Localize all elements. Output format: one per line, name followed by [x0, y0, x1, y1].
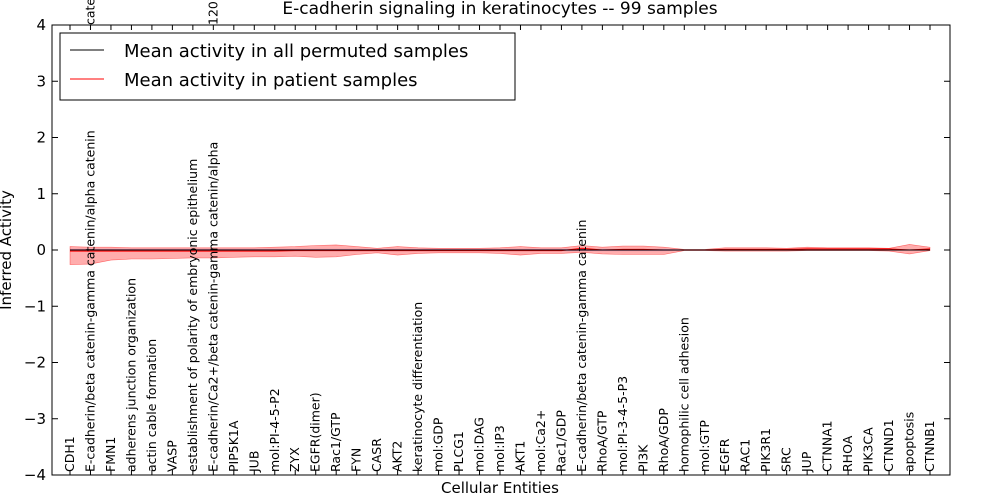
entity-label: PLCG1 [451, 431, 466, 472]
entity-label: RHOA [840, 435, 855, 472]
entity-label: FYN [349, 448, 364, 472]
entity-label: adherens junction organization [123, 278, 138, 472]
entity-label: AKT2 [390, 441, 405, 472]
entity-label: EGFR [717, 438, 732, 472]
entity-label: FMN1 [103, 437, 118, 472]
entity-label: PIP5K1A [226, 420, 241, 472]
entity-label: apoptosis [902, 412, 917, 472]
y-tick-label: 4 [36, 16, 46, 34]
entity-label: E-cadherin/beta catenin-gamma catenin/al… [83, 130, 98, 472]
entity-label: VASP [164, 440, 179, 472]
entity-label: E-cadherin/beta catenin-gamma catenin [574, 220, 589, 472]
entity-label: mol:IP3 [492, 425, 507, 472]
legend: Mean activity in all permuted samples Me… [59, 32, 516, 101]
y-tick-label: 2 [36, 129, 46, 147]
entity-label: JUB [246, 451, 261, 473]
entity-label: Rac1/GTP [328, 412, 343, 472]
entity-label: RAC1 [738, 439, 753, 472]
entity-label: CTNNB1 [922, 420, 937, 472]
y-tick-label: 1 [36, 185, 46, 203]
entity-label: CTNND1 [881, 419, 896, 472]
entity-label: EGFR(dimer) [308, 392, 323, 472]
y-tick-label: 3 [36, 72, 46, 90]
entity-label: PI3K [635, 444, 650, 472]
entity-label: E-cadherin/Ca2+/beta catenin-gamma caten… [205, 142, 220, 472]
y-tick-label: −1 [24, 297, 46, 315]
entity-label: RhoA/GTP [594, 410, 609, 472]
y-axis-title: Inferred Activity [0, 190, 15, 310]
entity-label: mol:DAG [472, 417, 487, 472]
entity-label: mol:PI-4-5-P2 [267, 388, 282, 472]
entity-label: CDH1 [62, 436, 77, 472]
entity-label: homophilic cell adhesion [676, 317, 691, 472]
entity-label: RhoA/GDP [656, 408, 671, 472]
patient-line [70, 247, 931, 252]
y-tick-label: −2 [24, 354, 46, 372]
entity-label: mol:GDP [431, 417, 446, 472]
entity-label: Rac1/GDP [553, 410, 568, 472]
entity-label-overflow: catenin [83, 0, 98, 25]
entity-label: keratinocyte differentiation [410, 302, 425, 472]
legend-permuted-label: Mean activity in all permuted samples [124, 41, 468, 62]
entity-label: ZYX [287, 447, 302, 472]
entity-label: mol:GTP [697, 420, 712, 472]
legend-box [59, 32, 516, 101]
x-axis-title: Cellular Entities [441, 479, 559, 497]
entity-label: SRC [779, 447, 794, 472]
entity-label: mol:Ca2+ [533, 410, 548, 472]
entity-label: JUP [799, 451, 814, 473]
legend-patient-label: Mean activity in patient samples [124, 70, 418, 91]
y-tick-label: −4 [24, 466, 46, 484]
entity-label: AKT1 [513, 441, 528, 472]
y-tick-label: 0 [36, 241, 46, 259]
entity-label: CASR [369, 438, 384, 472]
chart-title: E-cadherin signaling in keratinocytes --… [282, 0, 717, 19]
entity-label: mol:PI-3-4-5-P3 [615, 376, 630, 472]
entity-label-overflow: 120 c [205, 0, 220, 25]
entity-label: PIK3CA [861, 427, 876, 472]
y-tick-label: −3 [24, 410, 46, 428]
entity-label: actin cable formation [144, 339, 159, 472]
entity-label: establishment of polarity of embryonic e… [185, 159, 200, 472]
entity-label: CTNNA1 [820, 420, 835, 472]
entity-label: PIK3R1 [758, 428, 773, 472]
